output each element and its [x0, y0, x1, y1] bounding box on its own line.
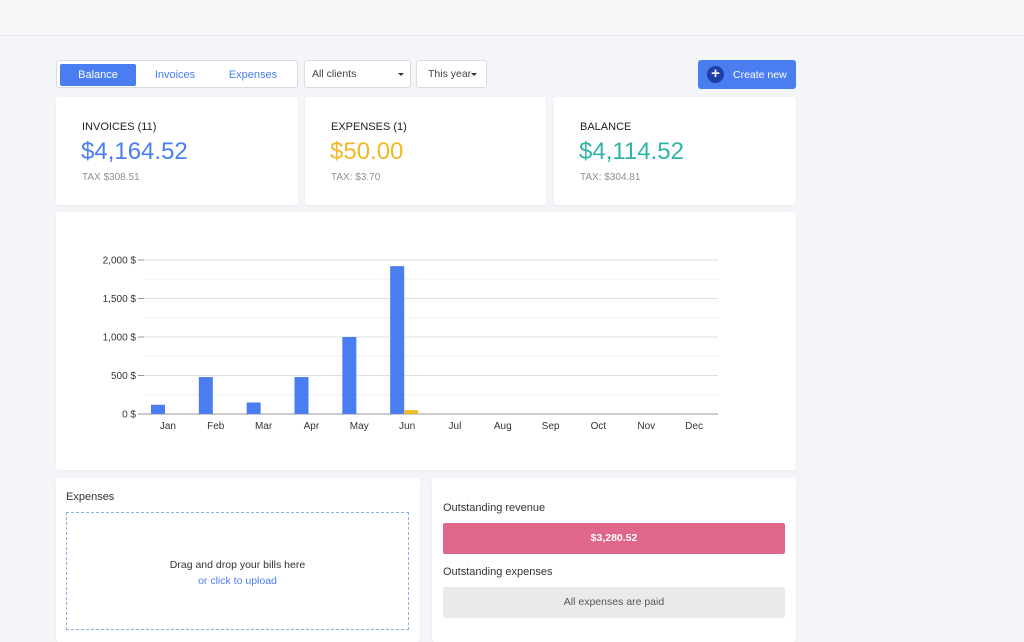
outstanding-revenue-title: Outstanding revenue: [443, 502, 546, 514]
y-tick-label: 0 $: [122, 410, 136, 421]
bar-jun-series-1: [390, 266, 405, 414]
monthly-balance-chart: 0 $ 500 $ 1,000 $ 1,500 $ 2,000 $ Jan Feb Mar Ap…: [103, 256, 718, 432]
x-tick-label: Mar: [255, 421, 273, 432]
chevron-down-icon: [398, 73, 404, 76]
x-tick-label: Jun: [399, 421, 415, 432]
outstanding-revenue-bar[interactable]: $3,280.52: [443, 523, 785, 554]
y-tick-label: 1,500 $: [103, 294, 137, 305]
period-filter-value: This year: [428, 68, 472, 80]
bar-apr-series-1: [294, 377, 309, 414]
x-tick-label: Dec: [685, 421, 703, 432]
expenses-count-title: EXPENSES (1): [331, 121, 407, 133]
invoices-total: $4,164.52: [81, 138, 188, 165]
invoices-summary-card[interactable]: INVOICES (11) $4,164.52 TAX $308.51: [56, 97, 298, 205]
balance-summary-card: BALANCE $4,114.52 TAX: $304.81: [554, 97, 796, 205]
expenses-total: $50.00: [330, 138, 404, 165]
client-filter-value: All clients: [312, 68, 357, 80]
expenses-panel-title: Expenses: [66, 491, 115, 503]
expenses-summary-card[interactable]: EXPENSES (1) $50.00 TAX: $3.70: [305, 97, 546, 205]
bar-jun-series-2: [404, 410, 419, 414]
y-tick-label: 2,000 $: [103, 256, 137, 267]
x-tick-label: Oct: [591, 421, 607, 432]
y-tick-label: 1,000 $: [103, 333, 137, 344]
bar-may-series-1: [342, 337, 357, 414]
view-tabs: Balance Invoices Expenses: [56, 60, 298, 88]
invoices-tax: TAX $308.51: [82, 172, 140, 183]
y-tick-label: 500 $: [111, 371, 136, 382]
upload-link[interactable]: or click to upload: [198, 575, 277, 587]
tab-invoices[interactable]: Invoices: [154, 69, 196, 81]
top-bar: [0, 0, 1024, 36]
outstanding-expenses-title: Outstanding expenses: [443, 566, 553, 578]
balance-title: BALANCE: [580, 121, 632, 133]
tab-balance[interactable]: Balance: [60, 64, 136, 86]
outstanding-expenses-status: All expenses are paid: [443, 587, 785, 618]
x-tick-label: Sep: [542, 421, 560, 432]
create-new-button[interactable]: + Create new: [698, 60, 796, 89]
x-tick-label: Jul: [449, 421, 462, 432]
expenses-tax: TAX: $3.70: [331, 172, 381, 183]
expenses-upload-panel: Expenses Drag and drop your bills here o…: [56, 478, 420, 642]
bar-jan-series-1: [151, 404, 165, 414]
create-new-label: Create new: [733, 69, 787, 81]
chevron-down-icon: [471, 73, 477, 76]
tab-expenses[interactable]: Expenses: [228, 69, 278, 81]
x-tick-label: Apr: [304, 421, 320, 432]
balance-total: $4,114.52: [579, 138, 684, 165]
client-filter-dropdown[interactable]: All clients: [304, 60, 411, 88]
x-tick-label: Feb: [207, 421, 225, 432]
plus-icon: +: [707, 66, 724, 83]
balance-tax: TAX: $304.81: [580, 172, 641, 183]
period-filter-dropdown[interactable]: This year: [416, 60, 487, 88]
bar-mar-series-1: [246, 402, 261, 414]
bill-dropzone[interactable]: Drag and drop your bills here or click t…: [66, 512, 409, 630]
dropzone-text: Drag and drop your bills here: [169, 559, 306, 571]
x-tick-label: Nov: [637, 421, 655, 432]
x-tick-label: Aug: [494, 421, 512, 432]
bar-feb-series-1: [198, 377, 213, 414]
monthly-chart-card: 0 $ 500 $ 1,000 $ 1,500 $ 2,000 $ Jan Feb Mar Ap…: [56, 212, 796, 470]
x-tick-label: Jan: [160, 421, 176, 432]
outstanding-panel: Outstanding revenue $3,280.52 Outstandin…: [432, 478, 796, 642]
x-tick-label: May: [350, 421, 369, 432]
invoices-count-title: INVOICES (11): [82, 121, 157, 133]
